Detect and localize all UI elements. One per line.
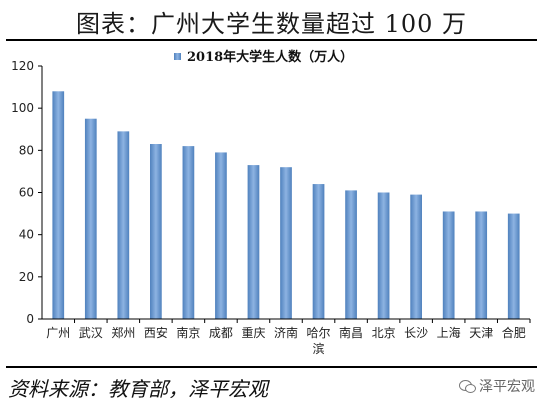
x-tick-label: 北京 bbox=[372, 326, 396, 340]
bar bbox=[150, 144, 162, 319]
y-tick-label: 40 bbox=[19, 228, 34, 242]
source-note: 资料来源：教育部，泽平宏观 bbox=[8, 377, 268, 401]
x-tick-label: 南京 bbox=[176, 325, 200, 340]
watermark: 泽平宏观 bbox=[459, 376, 535, 396]
y-tick-label: 80 bbox=[19, 143, 34, 157]
page-title: 图表：广州大学生数量超过 100 万 bbox=[75, 10, 468, 38]
x-tick-label: 济南 bbox=[274, 325, 298, 340]
x-tick-label: 上海 bbox=[437, 325, 461, 340]
x-tick-label: 南昌 bbox=[339, 325, 363, 340]
bar bbox=[442, 211, 455, 319]
bar bbox=[312, 184, 325, 319]
title-divider bbox=[6, 39, 537, 41]
bar bbox=[475, 211, 488, 319]
bar bbox=[182, 146, 195, 319]
y-tick-label: 120 bbox=[11, 59, 34, 73]
x-tick-label: 西安 bbox=[144, 325, 168, 340]
bar bbox=[377, 192, 390, 319]
legend-swatch bbox=[174, 53, 181, 60]
bar-chart: 2018年大学生人数（万人） 020406080100120 广州 武汉 郑州 西安南… bbox=[11, 49, 531, 356]
bar bbox=[410, 194, 422, 319]
x-tick-label: 广州 bbox=[46, 326, 70, 340]
y-tick-label: 60 bbox=[19, 186, 34, 200]
x-tick-label: 长沙 bbox=[404, 326, 428, 340]
bar bbox=[345, 190, 357, 319]
footer-divider bbox=[6, 366, 537, 368]
y-tick-label: 0 bbox=[26, 312, 34, 326]
x-tick-label: 郑州 bbox=[111, 325, 135, 340]
x-tick-label: 武汉 bbox=[79, 326, 103, 340]
x-tick-label: 合肥 bbox=[502, 325, 526, 340]
wechat-icon bbox=[459, 379, 476, 393]
bars bbox=[52, 91, 520, 319]
bar bbox=[84, 118, 97, 319]
chart-legend: 2018年大学生人数（万人） bbox=[174, 49, 353, 65]
bar bbox=[280, 167, 292, 319]
bar bbox=[52, 91, 65, 319]
y-axis: 0 20 40 60 80 100 120 bbox=[11, 59, 43, 326]
bar bbox=[215, 152, 227, 319]
x-tick-label: 重庆 bbox=[241, 326, 265, 340]
y-tick-label: 20 bbox=[19, 270, 34, 284]
x-tick-label: 哈尔滨 bbox=[307, 325, 331, 356]
watermark-text: 泽平宏观 bbox=[479, 379, 535, 395]
bar bbox=[247, 165, 260, 319]
x-tick-label: 天津 bbox=[469, 326, 493, 340]
bar bbox=[507, 213, 520, 319]
legend-label: 2018年大学生人数（万人） bbox=[187, 49, 353, 65]
y-tick-label: 100 bbox=[11, 101, 34, 115]
x-tick-label: 成都 bbox=[209, 326, 233, 340]
bar bbox=[117, 131, 130, 319]
